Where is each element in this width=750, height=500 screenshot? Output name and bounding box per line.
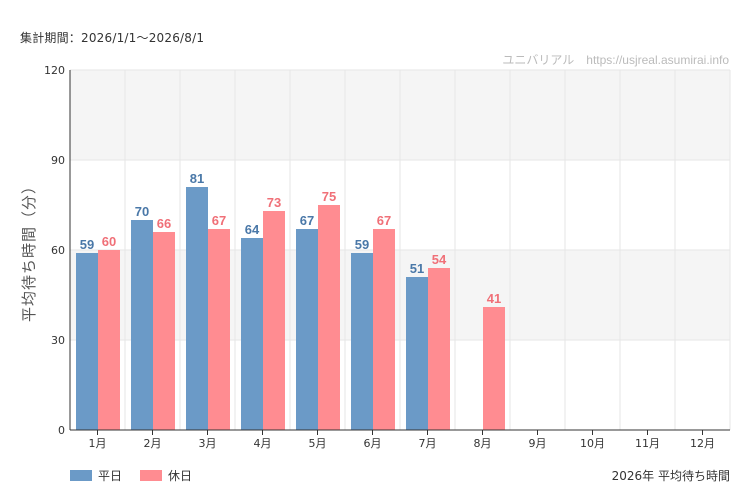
y-tick-labels: 0 30 60 90 120	[44, 64, 65, 437]
bar-holiday	[98, 250, 120, 430]
bar-weekday	[351, 253, 373, 430]
data-label-weekday: 51	[410, 261, 424, 276]
bar-holiday	[428, 268, 450, 430]
x-tick-label: 9月	[529, 437, 547, 450]
bar-holiday	[373, 229, 395, 430]
data-label-holiday: 73	[267, 195, 281, 210]
data-label-weekday: 81	[190, 171, 204, 186]
x-tick-labels: 1月 2月 3月 4月 5月 6月 7月 8月 9月 10月 11月 12月	[89, 437, 716, 450]
y-axis-label: 平均待ち時間（分）	[20, 178, 38, 322]
y-tick-label: 60	[51, 244, 65, 257]
bar-holiday	[318, 205, 340, 430]
y-tick-label: 90	[51, 154, 65, 167]
chart-legend: 平日 休日	[70, 467, 192, 484]
legend-item-holiday[interactable]: 休日	[140, 467, 192, 484]
data-label-holiday: 67	[377, 213, 391, 228]
data-label-weekday: 70	[135, 204, 149, 219]
data-label-weekday: 67	[300, 213, 314, 228]
y-tick-label: 30	[51, 334, 65, 347]
x-tick-label: 6月	[364, 437, 382, 450]
x-tick-label: 1月	[89, 437, 107, 450]
data-label-holiday: 75	[322, 189, 336, 204]
x-tick-label: 3月	[199, 437, 217, 450]
bar-holiday	[208, 229, 230, 430]
x-tick-label: 5月	[309, 437, 327, 450]
chart-axes	[69, 70, 730, 435]
legend-swatch-weekday	[70, 470, 92, 481]
x-tick-label: 7月	[419, 437, 437, 450]
data-label-holiday: 41	[487, 291, 501, 306]
y-tick-label: 120	[44, 64, 65, 77]
bar-weekday	[76, 253, 98, 430]
x-tick-label: 10月	[580, 437, 605, 450]
x-tick-label: 11月	[635, 437, 660, 450]
data-label-holiday: 67	[212, 213, 226, 228]
chart-data-labels: 59 70 81 64 67 59 51 60 66 67 73 75 67 54 41	[80, 171, 501, 306]
data-label-holiday: 54	[432, 252, 447, 267]
chart-bars	[76, 187, 505, 430]
legend-label-weekday: 平日	[98, 469, 123, 483]
bar-weekday	[186, 187, 208, 430]
data-label-holiday: 66	[157, 216, 171, 231]
chart-grid	[70, 69, 731, 430]
data-label-weekday: 59	[80, 237, 94, 252]
data-label-weekday: 59	[355, 237, 369, 252]
chart-credit: ユニバリアル https://usjreal.asumirai.info	[502, 53, 729, 67]
bar-holiday	[263, 211, 285, 430]
x-tick-label: 12月	[690, 437, 715, 450]
legend-label-holiday: 休日	[168, 469, 193, 483]
bar-weekday	[241, 238, 263, 430]
legend-item-weekday[interactable]: 平日	[70, 467, 122, 484]
aggregation-period: 集計期間：2026/1/1～2026/8/1	[20, 31, 205, 45]
chart-caption: 2026年 平均待ち時間	[611, 469, 730, 483]
x-tick-label: 4月	[254, 437, 272, 450]
bar-weekday	[406, 277, 428, 430]
bar-holiday	[483, 307, 505, 430]
data-label-weekday: 64	[245, 222, 260, 237]
bar-holiday	[153, 232, 175, 430]
bar-weekday	[296, 229, 318, 430]
x-tick-label: 2月	[144, 437, 162, 450]
x-tick-label: 8月	[474, 437, 492, 450]
bar-weekday	[131, 220, 153, 430]
legend-swatch-holiday	[140, 470, 163, 481]
data-label-holiday: 60	[102, 234, 116, 249]
y-tick-label: 0	[58, 424, 65, 437]
